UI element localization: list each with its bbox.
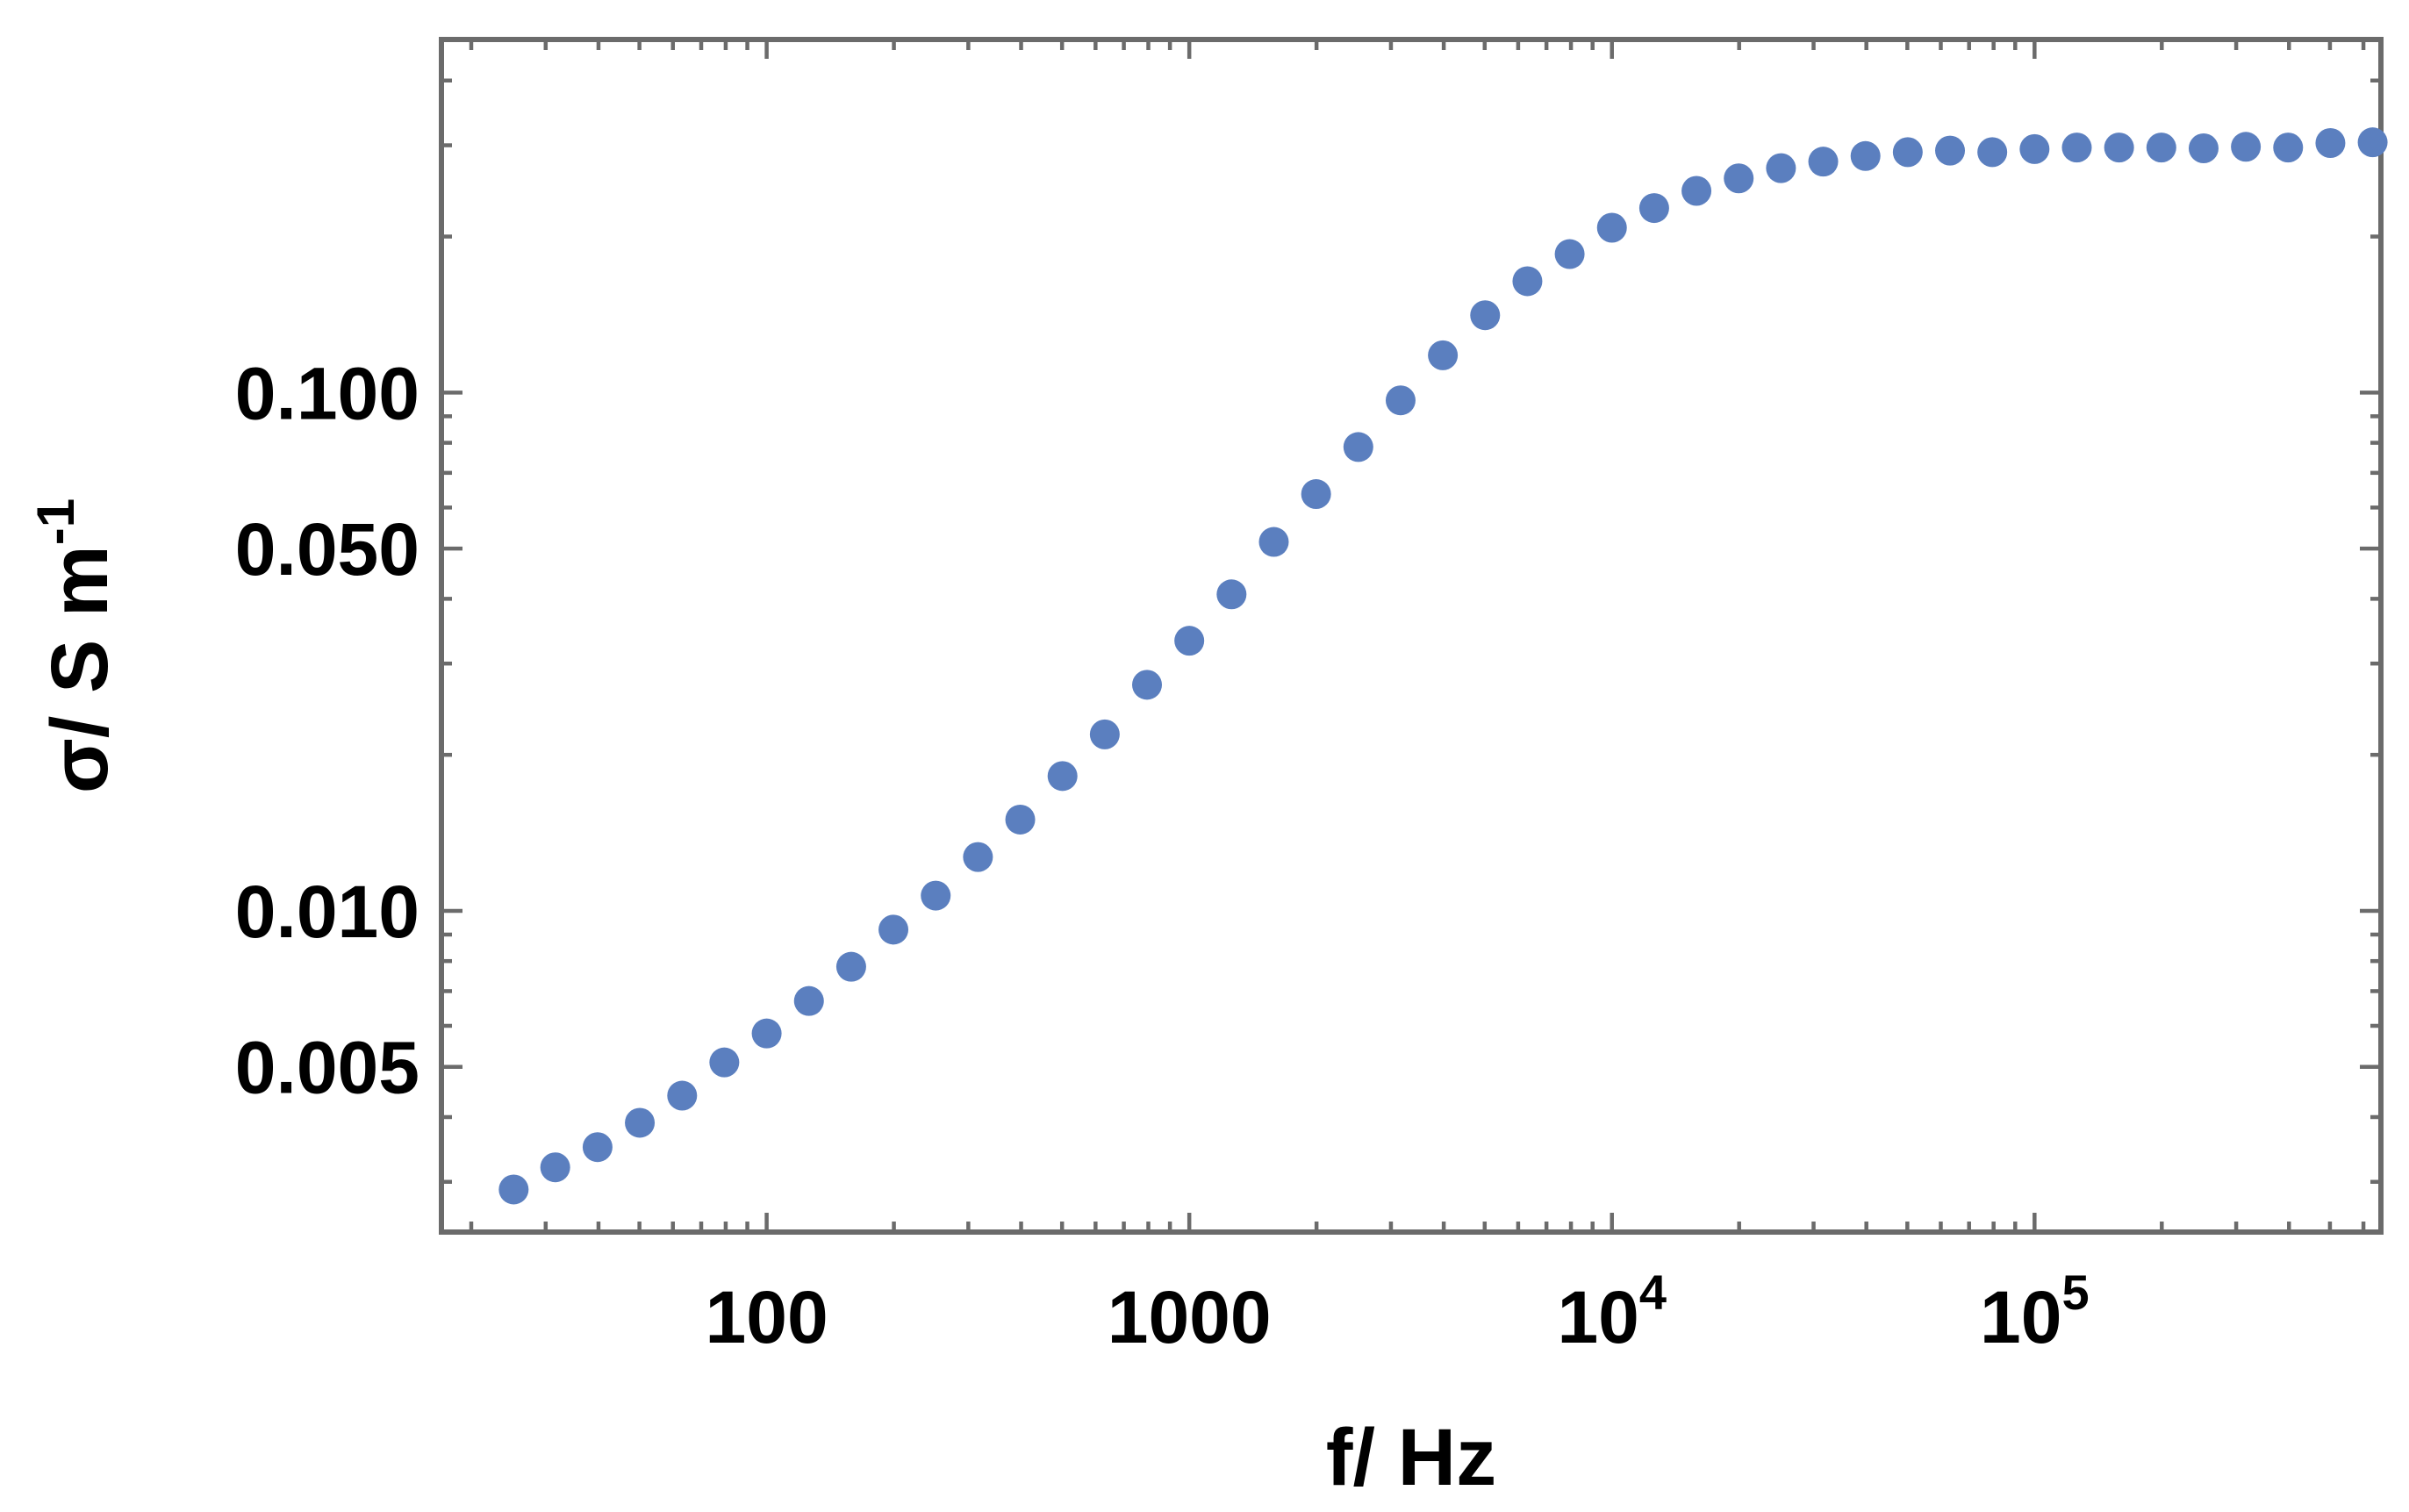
y-tick-label: 0.005 (235, 1027, 419, 1109)
data-point (1512, 266, 1543, 297)
data-point (1258, 527, 1289, 557)
y-tick-label: 0.010 (235, 871, 419, 953)
y-tick-label: 0.100 (235, 352, 419, 434)
x-axis-title: f/ Hz (1326, 1413, 1496, 1502)
data-point (2104, 133, 2134, 163)
y-tick-label: 0.050 (235, 508, 419, 591)
data-point (2231, 132, 2262, 162)
data-point (878, 914, 909, 945)
data-point (1766, 153, 1796, 183)
data-point (2061, 133, 2092, 163)
data-point (1470, 300, 1501, 331)
data-point (1385, 385, 1416, 416)
data-point (1428, 340, 1459, 370)
points-layer (498, 127, 2388, 1205)
data-point (667, 1080, 698, 1111)
data-point (2146, 133, 2176, 163)
data-point (1216, 579, 1247, 610)
data-point (2315, 128, 2346, 159)
data-point (625, 1107, 656, 1138)
data-point (1005, 804, 1036, 835)
data-point (1977, 137, 2008, 168)
data-point (1174, 626, 1205, 656)
data-point (582, 1132, 613, 1163)
data-point (1343, 432, 1373, 462)
data-point (793, 985, 824, 1016)
data-point (921, 880, 951, 911)
data-point (1089, 719, 1120, 749)
x-tick-label: 105 (1980, 1265, 2090, 1358)
data-point (1681, 176, 1712, 206)
data-point (2273, 133, 2304, 163)
data-point (1850, 140, 1881, 171)
data-point (1724, 163, 1754, 194)
data-point (1638, 193, 1669, 224)
y-axis-title: σ/ S m-1 (26, 498, 125, 793)
data-point (1132, 670, 1163, 700)
data-point (1047, 761, 1078, 792)
x-tick-label: 100 (706, 1276, 828, 1358)
data-point (540, 1152, 570, 1183)
data-point (1554, 239, 1585, 269)
y-axis-title-text: σ/ S m (35, 545, 125, 793)
data-point (1808, 147, 1839, 177)
data-point (1892, 137, 1923, 168)
data-point (498, 1174, 529, 1205)
data-point (751, 1018, 782, 1049)
plot-frame (439, 37, 2384, 1235)
data-point (835, 951, 866, 982)
data-point (2188, 133, 2219, 163)
svg-text:σ/ S m-1: σ/ S m-1 (26, 498, 125, 793)
data-point (1935, 135, 1966, 166)
x-tick-label: 1000 (1108, 1276, 1272, 1358)
data-point (2019, 133, 2050, 164)
data-point (709, 1047, 740, 1078)
data-point (963, 842, 993, 872)
labels-layer: 100 1000 104 105 0.100 0.050 0.010 0.005 (235, 352, 2090, 1358)
data-point (1596, 212, 1627, 243)
data-point (1301, 479, 1331, 510)
data-point (2357, 127, 2388, 158)
y-axis-title-exponent: -1 (26, 498, 85, 545)
x-tick-label: 104 (1557, 1265, 1667, 1358)
